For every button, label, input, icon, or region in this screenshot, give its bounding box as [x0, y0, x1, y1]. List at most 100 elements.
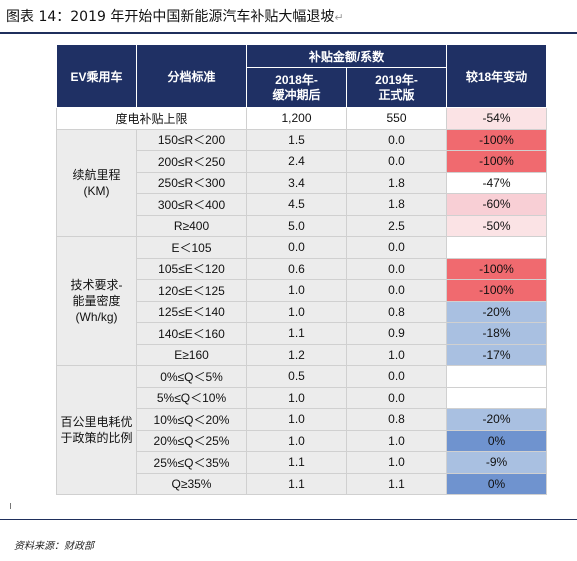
grading-standard-cell: 0%≤Q＜5%: [136, 365, 247, 388]
change-cell: [446, 386, 547, 409]
subsidy-table: EV乘用车 分档标准 补贴金额/系数 较18年变动 2018年- 缓冲期后 20…: [56, 44, 547, 495]
header-2019-line1: 2019年-: [375, 72, 418, 87]
consumption-group-label: 百公里电耗优 于政策的比例: [56, 365, 137, 495]
margin-tick: [10, 503, 11, 509]
grading-standard-cell: 105≤E＜120: [136, 257, 247, 280]
value-2018-cell: 0.0: [246, 236, 347, 259]
change-cell: -47%: [446, 171, 547, 194]
caption-text: 图表 14：2019 年开始中国新能源汽车补贴大幅退坡: [6, 9, 335, 25]
header-2019: 2019年- 正式版: [346, 67, 447, 108]
grading-standard-cell: 5%≤Q＜10%: [136, 386, 247, 409]
energy-density-group-label: 技术要求- 能量密度 (Wh/kg): [56, 236, 137, 366]
value-2019-cell: 0.0: [346, 150, 447, 173]
grading-standard-cell: 300≤R＜400: [136, 193, 247, 216]
group-label-line: 百公里电耗优: [60, 415, 133, 429]
change-cell: 0%: [446, 429, 547, 452]
value-2018-cell: 1.0: [246, 279, 347, 302]
group-label-line: (Wh/kg): [75, 310, 118, 324]
caption-rule: [0, 32, 577, 34]
table-body: 度电补贴上限 1,200 550 -54% 续航里程 (KM) 150≤R＜200 1…: [56, 107, 547, 495]
change-cell: -50%: [446, 214, 547, 237]
table-row: 20%≤Q＜25% 1.0 1.0 0%: [57, 429, 547, 452]
table-row: Q≥35% 1.1 1.1 0%: [57, 472, 547, 495]
value-2018-cell: 2.4: [246, 150, 347, 173]
header-2018-line1: 2018年-: [275, 72, 318, 87]
header-2018-line2: 缓冲期后: [272, 87, 321, 102]
grading-standard-cell: R≥400: [136, 214, 247, 237]
table-row: 300≤R＜400 4.5 1.8 -60%: [57, 193, 547, 216]
value-2019-cell: 1.8: [346, 193, 447, 216]
value-2018-cell: 0.6: [246, 257, 347, 280]
value-2019-cell: 0.0: [346, 386, 447, 409]
change-cell: -60%: [446, 193, 547, 216]
value-2019-cell: 0.0: [346, 236, 447, 259]
grading-standard-cell: 250≤R＜300: [136, 171, 247, 194]
table-row: E≥160 1.2 1.0 -17%: [57, 343, 547, 366]
value-2018-cell: 1.0: [246, 429, 347, 452]
value-2019-cell: 1.8: [346, 171, 447, 194]
group-label-line: 技术要求-: [70, 278, 123, 292]
grading-standard-cell: 10%≤Q＜20%: [136, 408, 247, 431]
value-2019-cell: 1.1: [346, 472, 447, 495]
value-2019-cell: 0.9: [346, 322, 447, 345]
change-cell: -9%: [446, 451, 547, 474]
header-grading-standard: 分档标准: [136, 44, 247, 108]
value-2019-cell: 0.8: [346, 408, 447, 431]
grading-standard-cell: E＜105: [136, 236, 247, 259]
value-2019-cell: 0.8: [346, 300, 447, 323]
grading-standard-cell: 125≤E＜140: [136, 300, 247, 323]
header-2018: 2018年- 缓冲期后: [246, 67, 347, 108]
group-label-line: (KM): [83, 183, 110, 198]
value-2018-cell: 3.4: [246, 171, 347, 194]
value-2018-cell: 1.0: [246, 408, 347, 431]
table-row: 125≤E＜140 1.0 0.8 -20%: [57, 300, 547, 323]
group-label-line: 于政策的比例: [60, 431, 133, 445]
value-2019-cell: 0.0: [346, 128, 447, 151]
value-2018-cell: 5.0: [246, 214, 347, 237]
cap-change: -54%: [446, 107, 547, 130]
change-cell: -20%: [446, 408, 547, 431]
change-cell: -17%: [446, 343, 547, 366]
value-2019-cell: 1.0: [346, 343, 447, 366]
header-ev-type: EV乘用车: [56, 44, 137, 108]
grading-standard-cell: E≥160: [136, 343, 247, 366]
cap-2019: 550: [346, 107, 447, 130]
change-cell: -20%: [446, 300, 547, 323]
change-cell: [446, 236, 547, 259]
table-row: 200≤R＜250 2.4 0.0 -100%: [57, 150, 547, 173]
grading-standard-cell: 200≤R＜250: [136, 150, 247, 173]
grading-standard-cell: 150≤R＜200: [136, 128, 247, 151]
table-row: R≥400 5.0 2.5 -50%: [57, 214, 547, 237]
range-group-label: 续航里程 (KM): [56, 128, 137, 237]
caption-return-mark: ↵: [334, 11, 344, 24]
group-label-line: 续航里程: [72, 167, 121, 182]
header-2019-line2: 正式版: [378, 87, 415, 102]
table-row: 续航里程 (KM) 150≤R＜200 1.5 0.0 -100%: [56, 128, 547, 237]
change-cell: -100%: [446, 150, 547, 173]
header-change: 较18年变动: [446, 44, 547, 108]
grading-standard-cell: 25%≤Q＜35%: [136, 451, 247, 474]
change-cell: -18%: [446, 322, 547, 345]
table-row: 5%≤Q＜10% 1.0 0.0: [57, 386, 547, 409]
value-2018-cell: 1.1: [246, 451, 347, 474]
header-subsidy-group: 补贴金额/系数: [246, 44, 447, 68]
table-row: 105≤E＜120 0.6 0.0 -100%: [57, 257, 547, 280]
change-cell: [446, 365, 547, 388]
value-2019-cell: 0.0: [346, 365, 447, 388]
grading-standard-cell: 120≤E＜125: [136, 279, 247, 302]
grading-standard-cell: 20%≤Q＜25%: [136, 429, 247, 452]
change-cell: -100%: [446, 257, 547, 280]
value-2018-cell: 4.5: [246, 193, 347, 216]
value-2018-cell: 1.5: [246, 128, 347, 151]
value-2018-cell: 1.1: [246, 322, 347, 345]
value-2019-cell: 1.0: [346, 429, 447, 452]
change-cell: -100%: [446, 128, 547, 151]
value-2019-cell: 1.0: [346, 451, 447, 474]
value-2019-cell: 0.0: [346, 257, 447, 280]
change-cell: -100%: [446, 279, 547, 302]
grading-standard-cell: 140≤E＜160: [136, 322, 247, 345]
cap-2018: 1,200: [246, 107, 347, 130]
value-2018-cell: 1.0: [246, 386, 347, 409]
value-2018-cell: 1.2: [246, 343, 347, 366]
table-row: 140≤E＜160 1.1 0.9 -18%: [57, 322, 547, 345]
